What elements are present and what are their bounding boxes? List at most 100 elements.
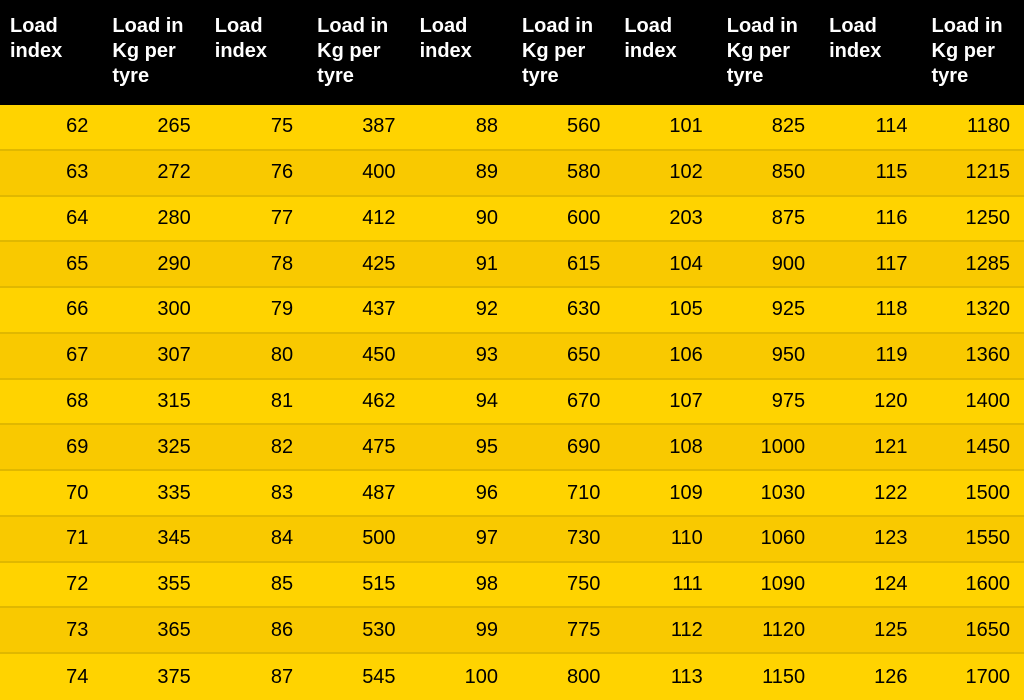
table-row: 743758754510080011311501261700 bbox=[0, 654, 1024, 700]
table-cell: 97 bbox=[410, 517, 512, 563]
table-row: 71345845009773011010601231550 bbox=[0, 517, 1024, 563]
table-cell: 83 bbox=[205, 471, 307, 517]
table-cell: 462 bbox=[307, 380, 409, 426]
table-cell: 335 bbox=[102, 471, 204, 517]
table-cell: 272 bbox=[102, 151, 204, 197]
table-cell: 80 bbox=[205, 334, 307, 380]
table-cell: 119 bbox=[819, 334, 921, 380]
table-cell: 400 bbox=[307, 151, 409, 197]
table-cell: 84 bbox=[205, 517, 307, 563]
table-cell: 90 bbox=[410, 197, 512, 243]
table-cell: 1360 bbox=[922, 334, 1024, 380]
table-row: 6428077412906002038751161250 bbox=[0, 197, 1024, 243]
table-cell: 425 bbox=[307, 242, 409, 288]
table-cell: 106 bbox=[614, 334, 716, 380]
table-cell: 101 bbox=[614, 105, 716, 151]
table-body: 6226575387885601018251141180632727640089… bbox=[0, 105, 1024, 700]
column-header: Load index bbox=[0, 0, 102, 105]
table-cell: 1215 bbox=[922, 151, 1024, 197]
table-cell: 630 bbox=[512, 288, 614, 334]
table-cell: 110 bbox=[614, 517, 716, 563]
table-cell: 81 bbox=[205, 380, 307, 426]
table-cell: 75 bbox=[205, 105, 307, 151]
table-cell: 315 bbox=[102, 380, 204, 426]
table-row: 6226575387885601018251141180 bbox=[0, 105, 1024, 151]
table-cell: 95 bbox=[410, 425, 512, 471]
column-header: Load in Kg per tyre bbox=[102, 0, 204, 105]
table-cell: 99 bbox=[410, 608, 512, 654]
table-cell: 93 bbox=[410, 334, 512, 380]
table-cell: 365 bbox=[102, 608, 204, 654]
table-cell: 580 bbox=[512, 151, 614, 197]
table-cell: 1060 bbox=[717, 517, 819, 563]
table-cell: 670 bbox=[512, 380, 614, 426]
table-cell: 825 bbox=[717, 105, 819, 151]
table-cell: 63 bbox=[0, 151, 102, 197]
table-cell: 122 bbox=[819, 471, 921, 517]
table-cell: 107 bbox=[614, 380, 716, 426]
table-cell: 1150 bbox=[717, 654, 819, 700]
table-row: 6529078425916151049001171285 bbox=[0, 242, 1024, 288]
table-cell: 530 bbox=[307, 608, 409, 654]
table-cell: 64 bbox=[0, 197, 102, 243]
table-cell: 118 bbox=[819, 288, 921, 334]
table-cell: 1285 bbox=[922, 242, 1024, 288]
table-cell: 950 bbox=[717, 334, 819, 380]
table-cell: 69 bbox=[0, 425, 102, 471]
table-cell: 500 bbox=[307, 517, 409, 563]
column-header: Load in Kg per tyre bbox=[512, 0, 614, 105]
column-header: Load index bbox=[819, 0, 921, 105]
table-cell: 88 bbox=[410, 105, 512, 151]
table-cell: 437 bbox=[307, 288, 409, 334]
table-cell: 975 bbox=[717, 380, 819, 426]
table-cell: 300 bbox=[102, 288, 204, 334]
table-cell: 1000 bbox=[717, 425, 819, 471]
column-header: Load in Kg per tyre bbox=[922, 0, 1024, 105]
table-cell: 290 bbox=[102, 242, 204, 288]
table-cell: 115 bbox=[819, 151, 921, 197]
table-cell: 487 bbox=[307, 471, 409, 517]
table-cell: 68 bbox=[0, 380, 102, 426]
table-cell: 265 bbox=[102, 105, 204, 151]
table-cell: 325 bbox=[102, 425, 204, 471]
table-cell: 412 bbox=[307, 197, 409, 243]
table-cell: 72 bbox=[0, 563, 102, 609]
table-cell: 387 bbox=[307, 105, 409, 151]
table-cell: 710 bbox=[512, 471, 614, 517]
table-cell: 475 bbox=[307, 425, 409, 471]
table-cell: 87 bbox=[205, 654, 307, 700]
table-cell: 1700 bbox=[922, 654, 1024, 700]
table-cell: 98 bbox=[410, 563, 512, 609]
table-cell: 82 bbox=[205, 425, 307, 471]
table-cell: 307 bbox=[102, 334, 204, 380]
table-cell: 124 bbox=[819, 563, 921, 609]
table-cell: 1320 bbox=[922, 288, 1024, 334]
table-cell: 280 bbox=[102, 197, 204, 243]
table-cell: 925 bbox=[717, 288, 819, 334]
table-cell: 1030 bbox=[717, 471, 819, 517]
table-cell: 875 bbox=[717, 197, 819, 243]
table-cell: 94 bbox=[410, 380, 512, 426]
table-cell: 111 bbox=[614, 563, 716, 609]
table-cell: 73 bbox=[0, 608, 102, 654]
table-cell: 67 bbox=[0, 334, 102, 380]
table-cell: 104 bbox=[614, 242, 716, 288]
table-cell: 108 bbox=[614, 425, 716, 471]
table-row: 6831581462946701079751201400 bbox=[0, 380, 1024, 426]
table-row: 6327276400895801028501151215 bbox=[0, 151, 1024, 197]
table-cell: 113 bbox=[614, 654, 716, 700]
column-header: Load index bbox=[410, 0, 512, 105]
table-cell: 650 bbox=[512, 334, 614, 380]
table-cell: 85 bbox=[205, 563, 307, 609]
table-cell: 1400 bbox=[922, 380, 1024, 426]
table-cell: 102 bbox=[614, 151, 716, 197]
table-cell: 1600 bbox=[922, 563, 1024, 609]
table-cell: 78 bbox=[205, 242, 307, 288]
table-cell: 123 bbox=[819, 517, 921, 563]
table-cell: 105 bbox=[614, 288, 716, 334]
table-cell: 690 bbox=[512, 425, 614, 471]
column-header: Load in Kg per tyre bbox=[307, 0, 409, 105]
table-cell: 126 bbox=[819, 654, 921, 700]
table-cell: 345 bbox=[102, 517, 204, 563]
table-cell: 203 bbox=[614, 197, 716, 243]
